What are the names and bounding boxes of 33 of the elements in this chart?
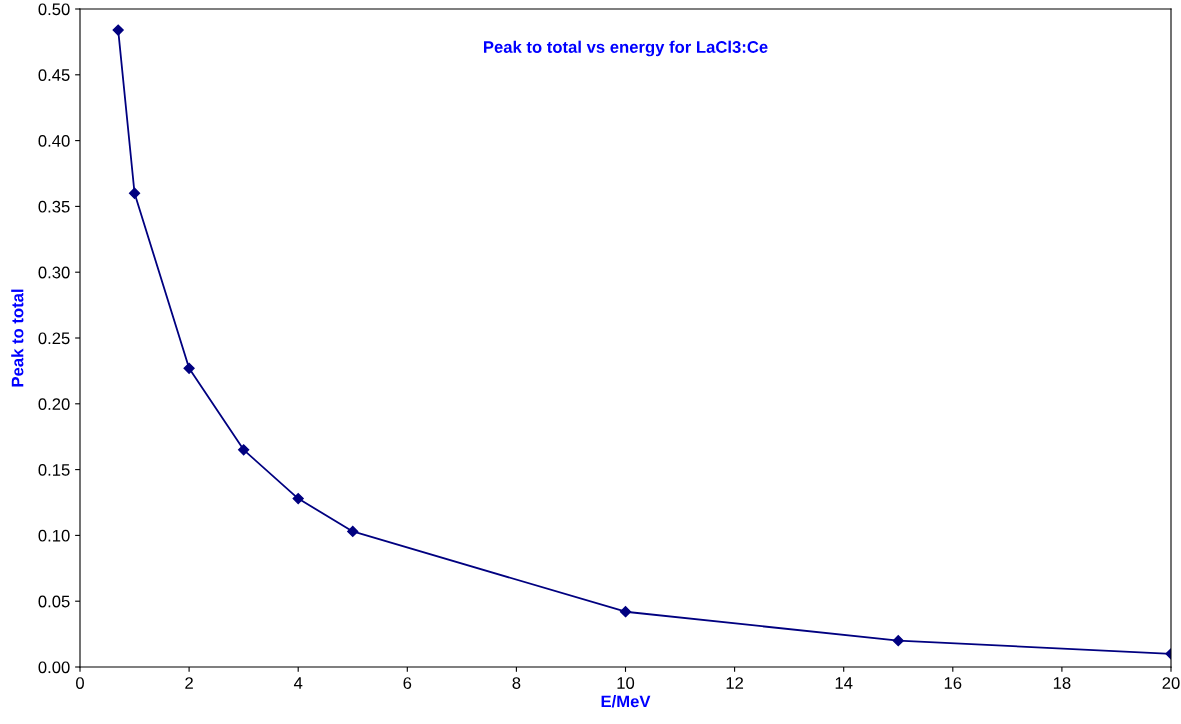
point [347, 525, 359, 538]
y-tick-label: 0.25 [38, 332, 70, 345]
y-tick-label: 0.20 [38, 398, 70, 410]
y-axis-title: Peak to total [11, 289, 24, 387]
x-tick-label: 6 [403, 677, 412, 689]
text: Peak to total vs energy for LaCl3:Ce [483, 40, 768, 57]
x-tick-label: 16 [944, 677, 962, 689]
point [619, 606, 632, 618]
y-tick-label: 0.05 [38, 595, 70, 608]
point [112, 24, 124, 36]
point [292, 492, 304, 505]
y-tick-label: 0.10 [38, 529, 70, 542]
x-tick-label: 2 [185, 677, 193, 689]
point [892, 635, 904, 647]
y-tick-label: 0.45 [38, 69, 70, 81]
point [128, 187, 141, 199]
x-tick-label: 18 [1053, 677, 1071, 689]
x-axis-title: E/MeV [601, 695, 651, 708]
y-tick-label: 0.50 [38, 3, 70, 16]
point [183, 362, 195, 374]
x-tick-label: 14 [835, 677, 853, 689]
y-tick-label: 0.00 [38, 661, 70, 674]
x-tick-label: 0 [76, 677, 84, 689]
x-tick-label: 8 [512, 677, 521, 689]
x-tick-label: 20 [1162, 677, 1180, 689]
point [238, 444, 250, 456]
x-tick-label: 12 [726, 677, 744, 689]
y-tick-label: 0.15 [38, 464, 70, 476]
y-tick-label: 0.35 [38, 200, 70, 213]
x-tick-label: 4 [293, 677, 303, 689]
x-tick-label: 10 [617, 677, 635, 689]
y-tick-label: 0.40 [38, 135, 70, 147]
y-tick-label: 0.30 [38, 266, 70, 279]
